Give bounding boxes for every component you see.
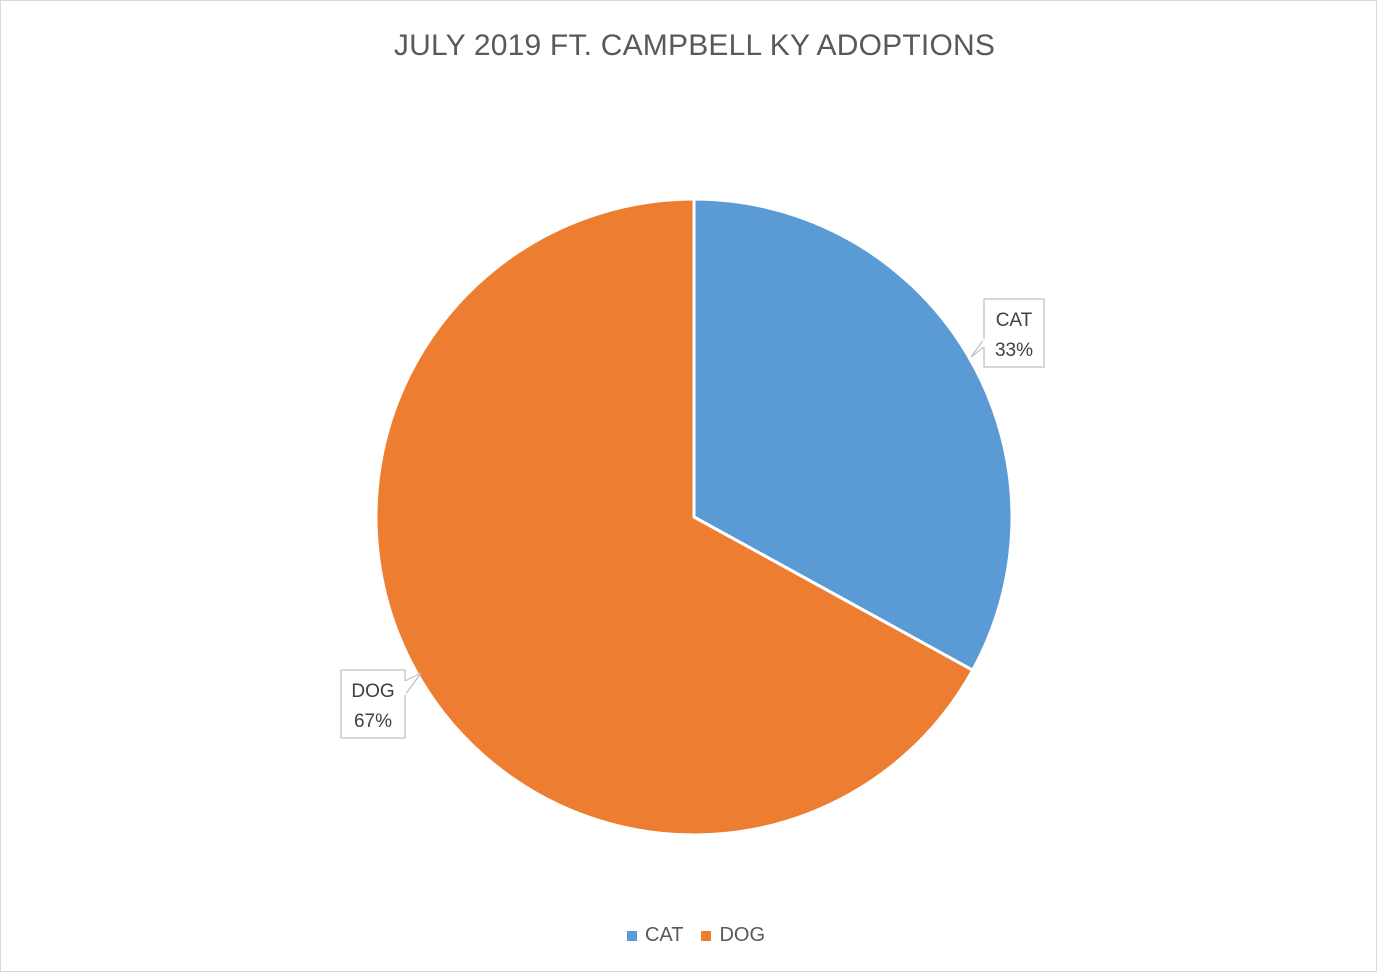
- data-label-box-cat: [983, 298, 1045, 368]
- legend-swatch-dog: [701, 930, 712, 941]
- pie-slice-cat: [692, 197, 1014, 672]
- legend-swatch-cat: [626, 930, 637, 941]
- data-label-category-cat: CAT: [996, 310, 1033, 331]
- data-label-value-cat: 33%: [995, 340, 1033, 361]
- data-label-pointer-dog: [404, 672, 422, 697]
- data-label-value-dog: 67%: [354, 711, 392, 732]
- data-label-pointer-cat: [970, 337, 985, 358]
- legend: CAT DOG: [1, 924, 1377, 947]
- pie-slice-dog: [374, 197, 975, 837]
- data-label-dog: DOG 67%: [340, 669, 422, 739]
- legend-label-cat: CAT: [644, 924, 684, 946]
- legend-item-cat: CAT: [626, 924, 684, 947]
- legend-label-dog: DOG: [719, 924, 766, 946]
- data-label-category-dog: DOG: [351, 681, 394, 702]
- data-label-box-dog: [340, 669, 406, 739]
- data-label-cat: CAT 33%: [970, 298, 1045, 368]
- chart-title: JULY 2019 FT. CAMPBELL KY ADOPTIONS: [393, 29, 996, 62]
- legend-item-dog: DOG: [701, 924, 765, 947]
